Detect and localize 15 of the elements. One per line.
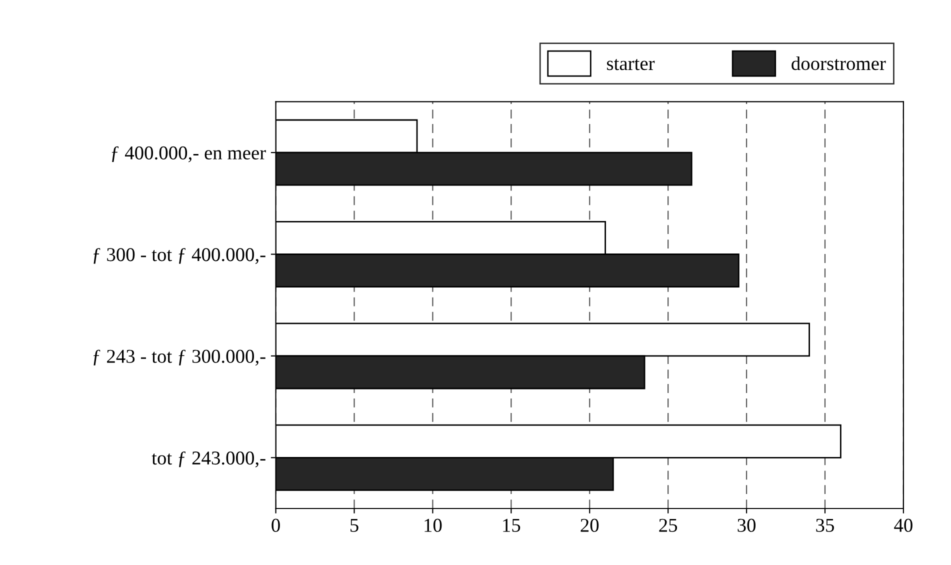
legend-label: doorstromer — [792, 56, 886, 70]
x-tick-label: 25 — [659, 518, 678, 532]
y-tick-label: ƒ 243 - tot ƒ 300.000,- — [93, 350, 266, 366]
x-tick-label: 20 — [580, 518, 599, 532]
y-tick-label: ƒ 300 - tot ƒ 400.000,- — [93, 248, 266, 264]
y-tick-label: tot ƒ 243.000,- — [152, 451, 266, 468]
x-tick-label: 5 — [350, 518, 358, 532]
x-tick-label: 40 — [894, 518, 912, 532]
x-tick-label: 15 — [503, 518, 520, 532]
x-tick-label: 0 — [272, 518, 280, 532]
y-tick-label: ƒ 400.000,- en meer — [112, 146, 266, 162]
x-tick-label: 10 — [424, 518, 442, 532]
x-tick-label: 35 — [816, 518, 834, 532]
x-tick-label: 30 — [738, 518, 756, 532]
legend-label: starter — [607, 58, 655, 70]
